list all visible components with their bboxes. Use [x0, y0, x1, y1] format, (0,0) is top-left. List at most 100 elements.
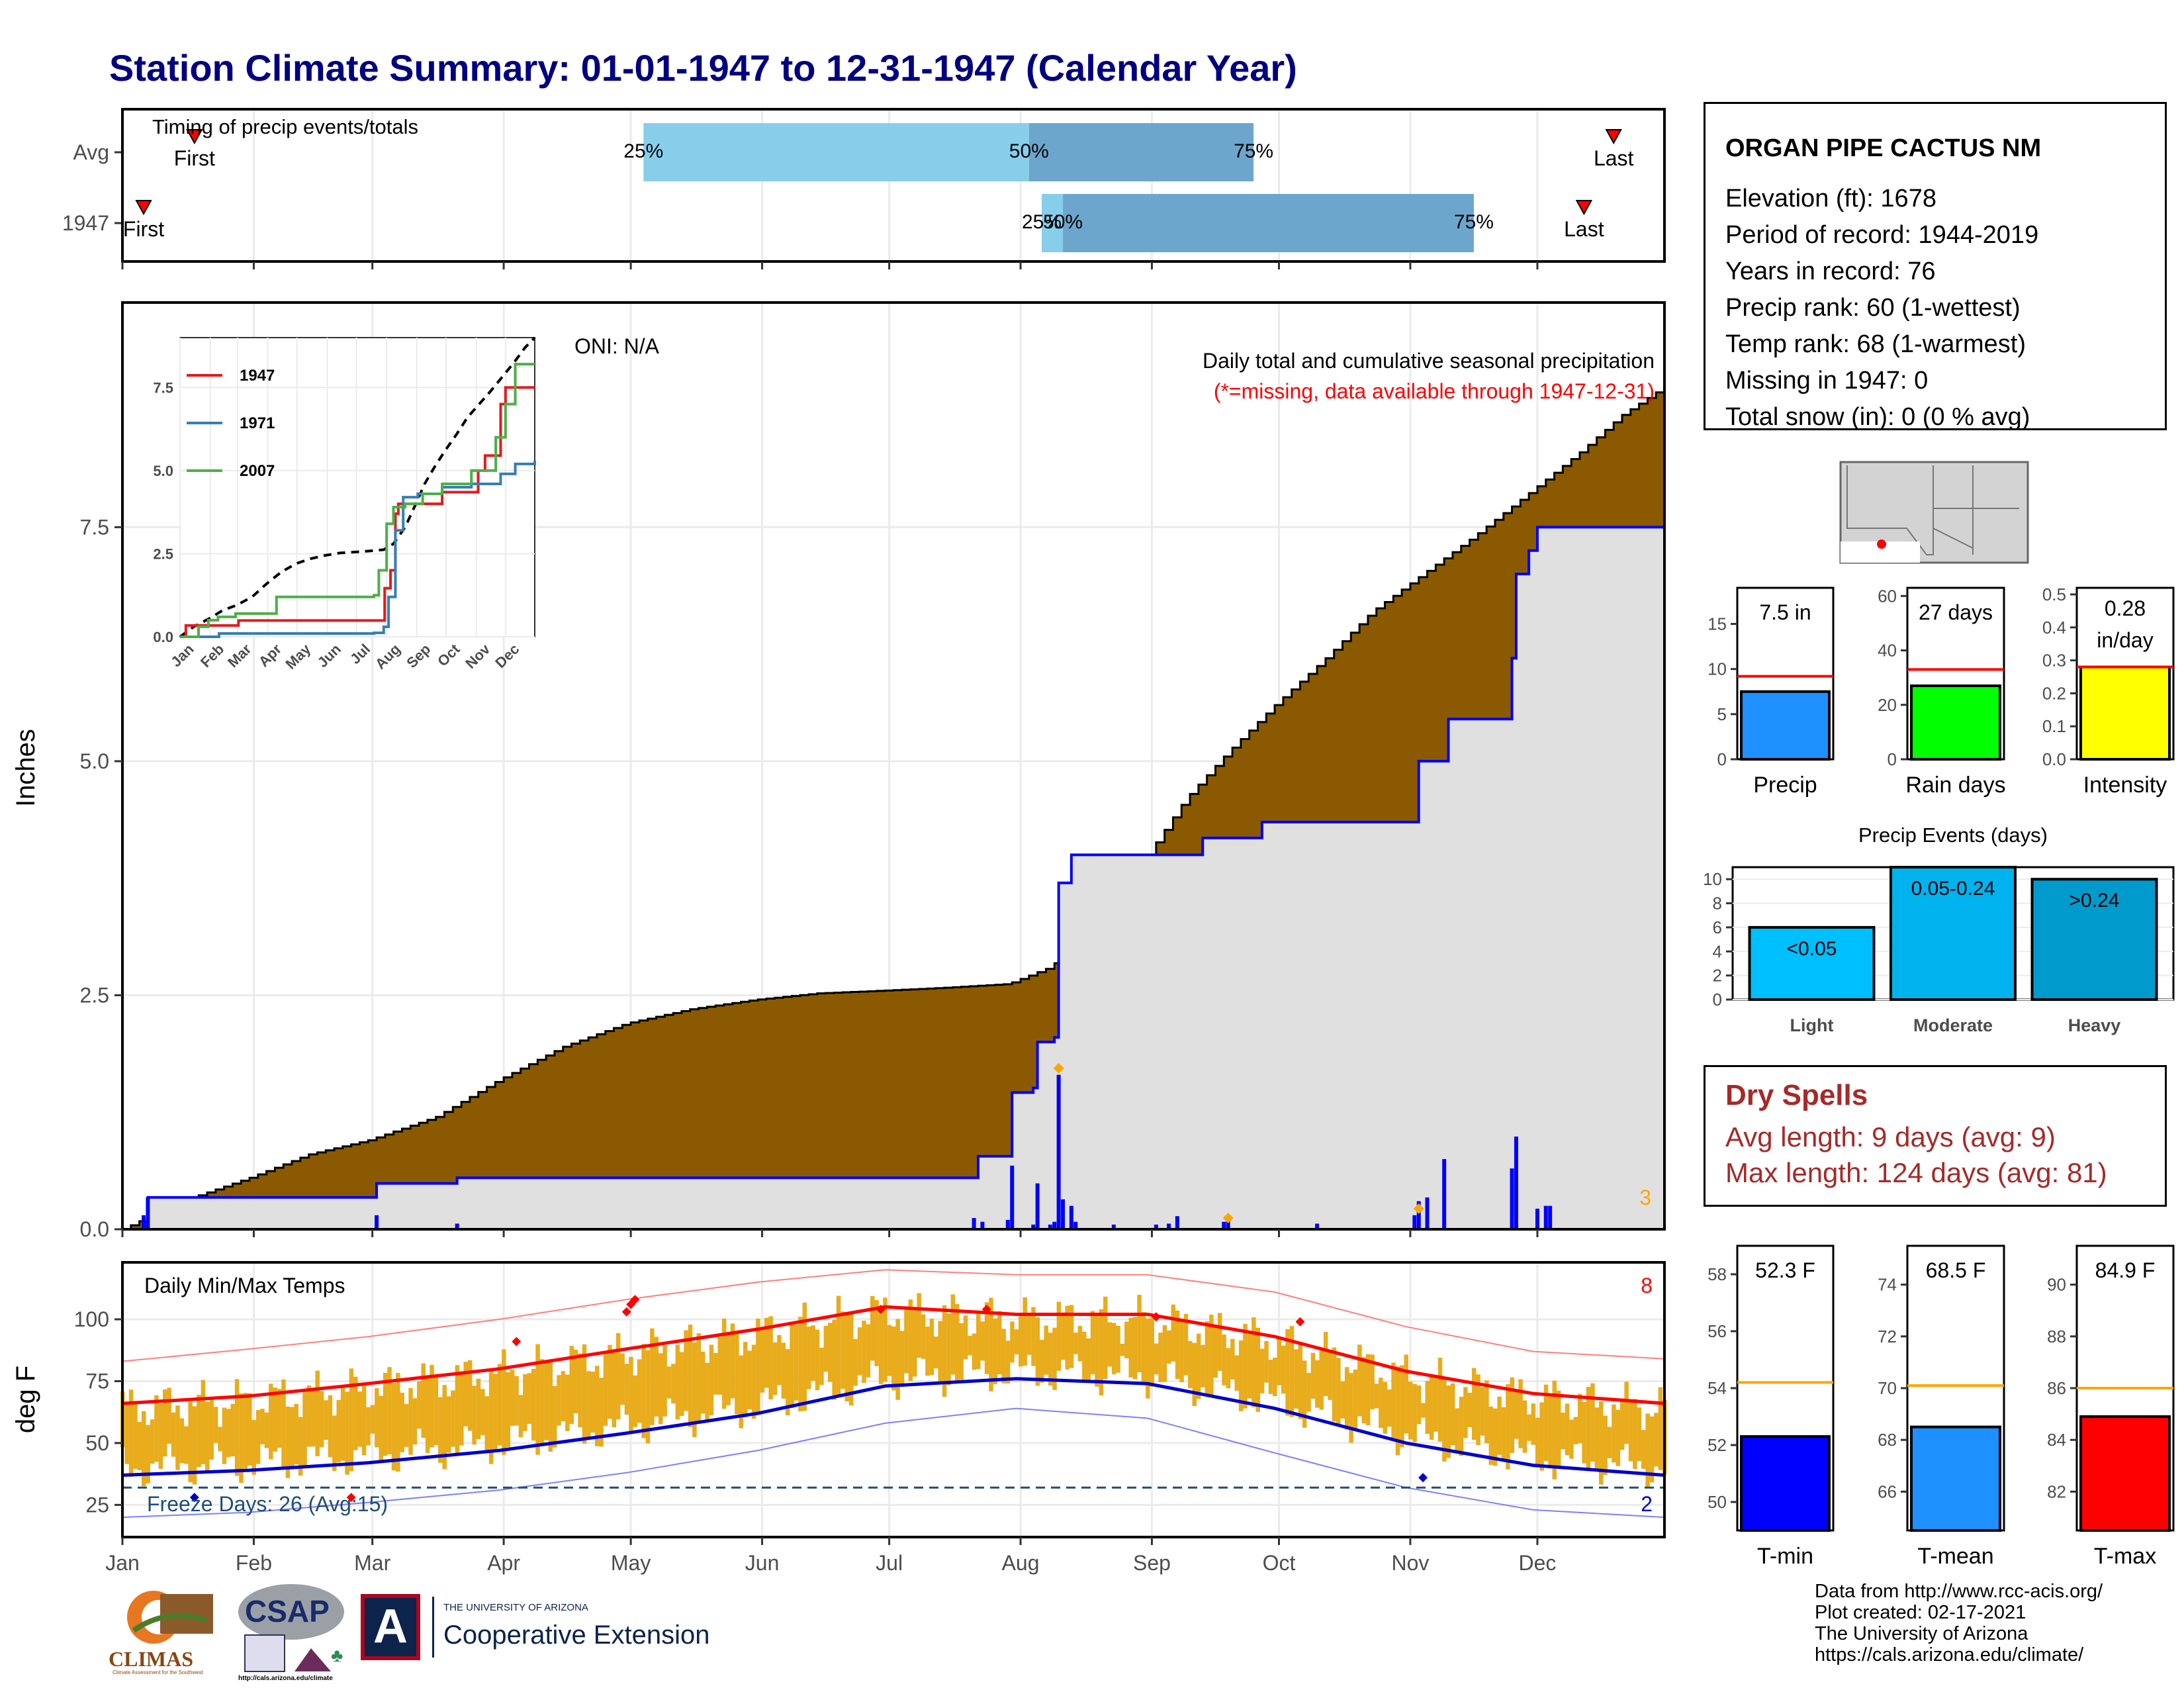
- temp-daily-bar: [1615, 1409, 1621, 1466]
- temp-daily-bar: [832, 1319, 837, 1400]
- timing-label-q25: 25%: [1022, 211, 1062, 233]
- temp-daily-bar: [467, 1360, 473, 1431]
- temp-daily-bar: [891, 1326, 896, 1391]
- timing-last-label: Last: [1564, 217, 1604, 241]
- precip-daily-bar: [1175, 1216, 1179, 1229]
- temp-daily-bar: [1277, 1336, 1281, 1385]
- ua-logo-line2: Cooperative Extension: [443, 1620, 710, 1650]
- temp-daily-bar: [1569, 1419, 1574, 1459]
- tmax-summary-value-label: 84.9 F: [2095, 1258, 2156, 1282]
- temp-daily-bar: [251, 1420, 256, 1475]
- station-period: Period of record: 1944-2019: [1725, 221, 2039, 249]
- temp-daily-bar: [142, 1411, 146, 1487]
- temp-daily-bar: [366, 1407, 371, 1446]
- month-tick-label: Dec: [1519, 1551, 1557, 1575]
- precip-daily-bar: [1535, 1208, 1539, 1229]
- temp-daily-bar: [1535, 1417, 1540, 1467]
- precip-daily-bar: [1425, 1197, 1430, 1229]
- timing-first-label: First: [123, 217, 164, 241]
- temp-daily-bar: [1243, 1323, 1248, 1409]
- precip-events-bar-label: <0.05: [1787, 938, 1837, 960]
- temp-daily-bar: [620, 1353, 625, 1405]
- inset-y-tick-label: 5.0: [153, 463, 173, 479]
- temp-daily-bar: [209, 1398, 214, 1460]
- temp-daily-bar: [306, 1385, 312, 1447]
- temp-daily-bar: [1433, 1378, 1438, 1432]
- temp-daily-bar: [506, 1372, 510, 1448]
- temp-daily-bar: [751, 1344, 756, 1419]
- temp-daily-bar: [1082, 1331, 1087, 1382]
- temp-daily-bar: [1645, 1413, 1650, 1487]
- temp-daily-bar: [349, 1368, 354, 1472]
- temp-daily-bar: [298, 1417, 303, 1476]
- temp-daily-bar: [637, 1359, 642, 1423]
- temp-daily-bar: [1387, 1389, 1392, 1427]
- temp-daily-bar: [772, 1342, 778, 1395]
- temp-daily-bar: [862, 1321, 866, 1383]
- temp-daily-bar: [658, 1353, 663, 1425]
- precip-daily-bar: [1073, 1221, 1078, 1229]
- temp-daily-bar: [260, 1409, 265, 1444]
- temp-daily-bar: [1019, 1315, 1023, 1367]
- timing-label-q50: 50%: [1009, 140, 1049, 162]
- temp-daily-bar: [739, 1355, 744, 1429]
- temp-daily-bar: [1379, 1378, 1383, 1429]
- temp-daily-bar: [421, 1363, 426, 1438]
- intensity-value-label: in/day: [2097, 628, 2153, 652]
- temp-daily-bar: [518, 1395, 523, 1438]
- temp-daily-bar: [345, 1391, 349, 1475]
- temp-daily-bar: [1315, 1360, 1320, 1408]
- inset-legend-label: 1947: [240, 367, 275, 385]
- temp-daily-bar: [823, 1325, 829, 1372]
- temp-daily-bar: [1031, 1307, 1036, 1366]
- temp-daily-bar: [1132, 1317, 1138, 1380]
- temp-daily-bar: [629, 1356, 633, 1432]
- tmean-summary-y-tick-label: 66: [1878, 1481, 1897, 1501]
- temp-daily-bar: [1052, 1327, 1057, 1390]
- locator-map-state-borders: [1933, 465, 2019, 555]
- temp-daily-bar: [709, 1344, 714, 1415]
- temp-daily-bar: [836, 1295, 841, 1396]
- temp-daily-bar: [1146, 1318, 1150, 1399]
- temp-daily-bar: [1619, 1398, 1625, 1450]
- rain-days-value-label: 27 days: [1919, 600, 1993, 624]
- tmax-summary-category-label: T-max: [2094, 1544, 2156, 1569]
- temp-daily-bar: [531, 1368, 536, 1441]
- temp-daily-bar: [484, 1396, 489, 1454]
- precip-events-y-tick-label: 2: [1713, 966, 1722, 986]
- temp-daily-bar: [980, 1321, 985, 1361]
- temp-daily-bar: [124, 1403, 129, 1464]
- inset-y-tick-label: 7.5: [153, 379, 173, 396]
- tmean-summary-y-tick-label: 72: [1878, 1327, 1897, 1346]
- temp-daily-bar: [1209, 1315, 1214, 1397]
- precip-extreme-marker: [1053, 1062, 1064, 1074]
- temp-daily-bar: [1603, 1415, 1608, 1476]
- precip-daily-bar: [375, 1215, 379, 1229]
- temp-daily-bar: [938, 1321, 942, 1383]
- csap-logo: ♣ CSAP http://cals.arizona.edu/climate: [232, 1579, 351, 1685]
- temp-daily-bar: [548, 1360, 553, 1452]
- temp-daily-bar: [1306, 1372, 1311, 1412]
- precip-daily-bar: [1167, 1223, 1171, 1229]
- temp-daily-bar: [1251, 1317, 1256, 1407]
- precip-panel-frame: [121, 301, 1666, 1231]
- temp-daily-bar: [400, 1392, 404, 1452]
- temp-daily-bar: [841, 1311, 845, 1389]
- temp-daily-bar: [696, 1333, 702, 1423]
- temp-avg-max-line: [122, 1305, 1665, 1405]
- temp-daily-bar: [269, 1383, 273, 1460]
- temp-daily-bar: [1658, 1387, 1663, 1470]
- temp-daily-bar: [1222, 1334, 1226, 1385]
- footer-line: Plot created: 02-17-2021: [1815, 1602, 2026, 1623]
- temp-daily-bar: [1040, 1339, 1044, 1383]
- precip-annotation-title: Daily total and cumulative seasonal prec…: [1203, 349, 1655, 373]
- precip-total-y-tick-label: 0: [1717, 749, 1727, 769]
- month-tick-label: Mar: [354, 1551, 390, 1575]
- month-tick-label: Apr: [487, 1551, 520, 1575]
- intensity-bar: [2079, 665, 2171, 761]
- temp-daily-bar: [1137, 1295, 1142, 1373]
- temp-daily-bar: [917, 1293, 921, 1358]
- timing-bar-year-q25-q50: [1042, 194, 1064, 252]
- intensity-value-label: 0.28: [2105, 596, 2146, 620]
- precip-daily-bar: [1510, 1168, 1514, 1229]
